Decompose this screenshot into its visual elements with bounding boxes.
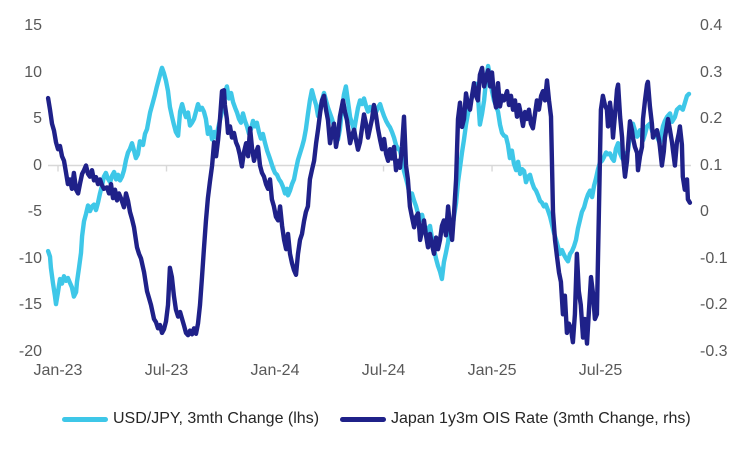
right-axis-label: 0 [700, 203, 709, 220]
left-axis-label: -20 [18, 342, 42, 360]
x-axis-label: Jul-24 [361, 362, 406, 379]
left-axis-label: 0 [33, 156, 42, 174]
right-axis-label: 0.4 [700, 17, 723, 34]
ois-line [45, 65, 693, 346]
right-axis-label: -0.2 [700, 296, 728, 313]
right-axis-label: -0.1 [700, 249, 728, 267]
usdjpy-legend-label: USD/JPY, 3mth Change (lhs) [113, 410, 320, 427]
usdjpy-line [45, 63, 692, 307]
left-axis-label: 5 [33, 110, 42, 127]
left-axis-label: -15 [18, 296, 42, 313]
right-axis-label: 0.3 [700, 63, 723, 81]
left-axis-label: 15 [24, 17, 42, 34]
x-axis-label: Jul-23 [144, 362, 189, 379]
right-axis-label: 0.2 [700, 110, 723, 127]
x-axis-label: Jan-23 [33, 362, 83, 379]
x-axis-label: Jan-24 [250, 362, 300, 379]
ois-legend-label: Japan 1y3m OIS Rate (3mth Change, rhs) [391, 410, 691, 427]
legend-item-usdjpy: USD/JPY, 3mth Change (lhs) [62, 408, 319, 430]
x-axis-label: Jan-25 [467, 362, 517, 379]
ois-legend-swatch [340, 416, 386, 422]
left-axis-label: 10 [24, 63, 42, 81]
right-axis-label: -0.3 [700, 342, 728, 360]
usdjpy-legend-swatch [62, 416, 108, 422]
right-axis-label: 0.1 [700, 156, 723, 174]
left-axis-label: -10 [18, 249, 42, 267]
left-axis-label: -5 [27, 203, 42, 220]
x-axis-label: Jul-25 [578, 362, 623, 379]
legend-item-ois: Japan 1y3m OIS Rate (3mth Change, rhs) [340, 408, 691, 430]
